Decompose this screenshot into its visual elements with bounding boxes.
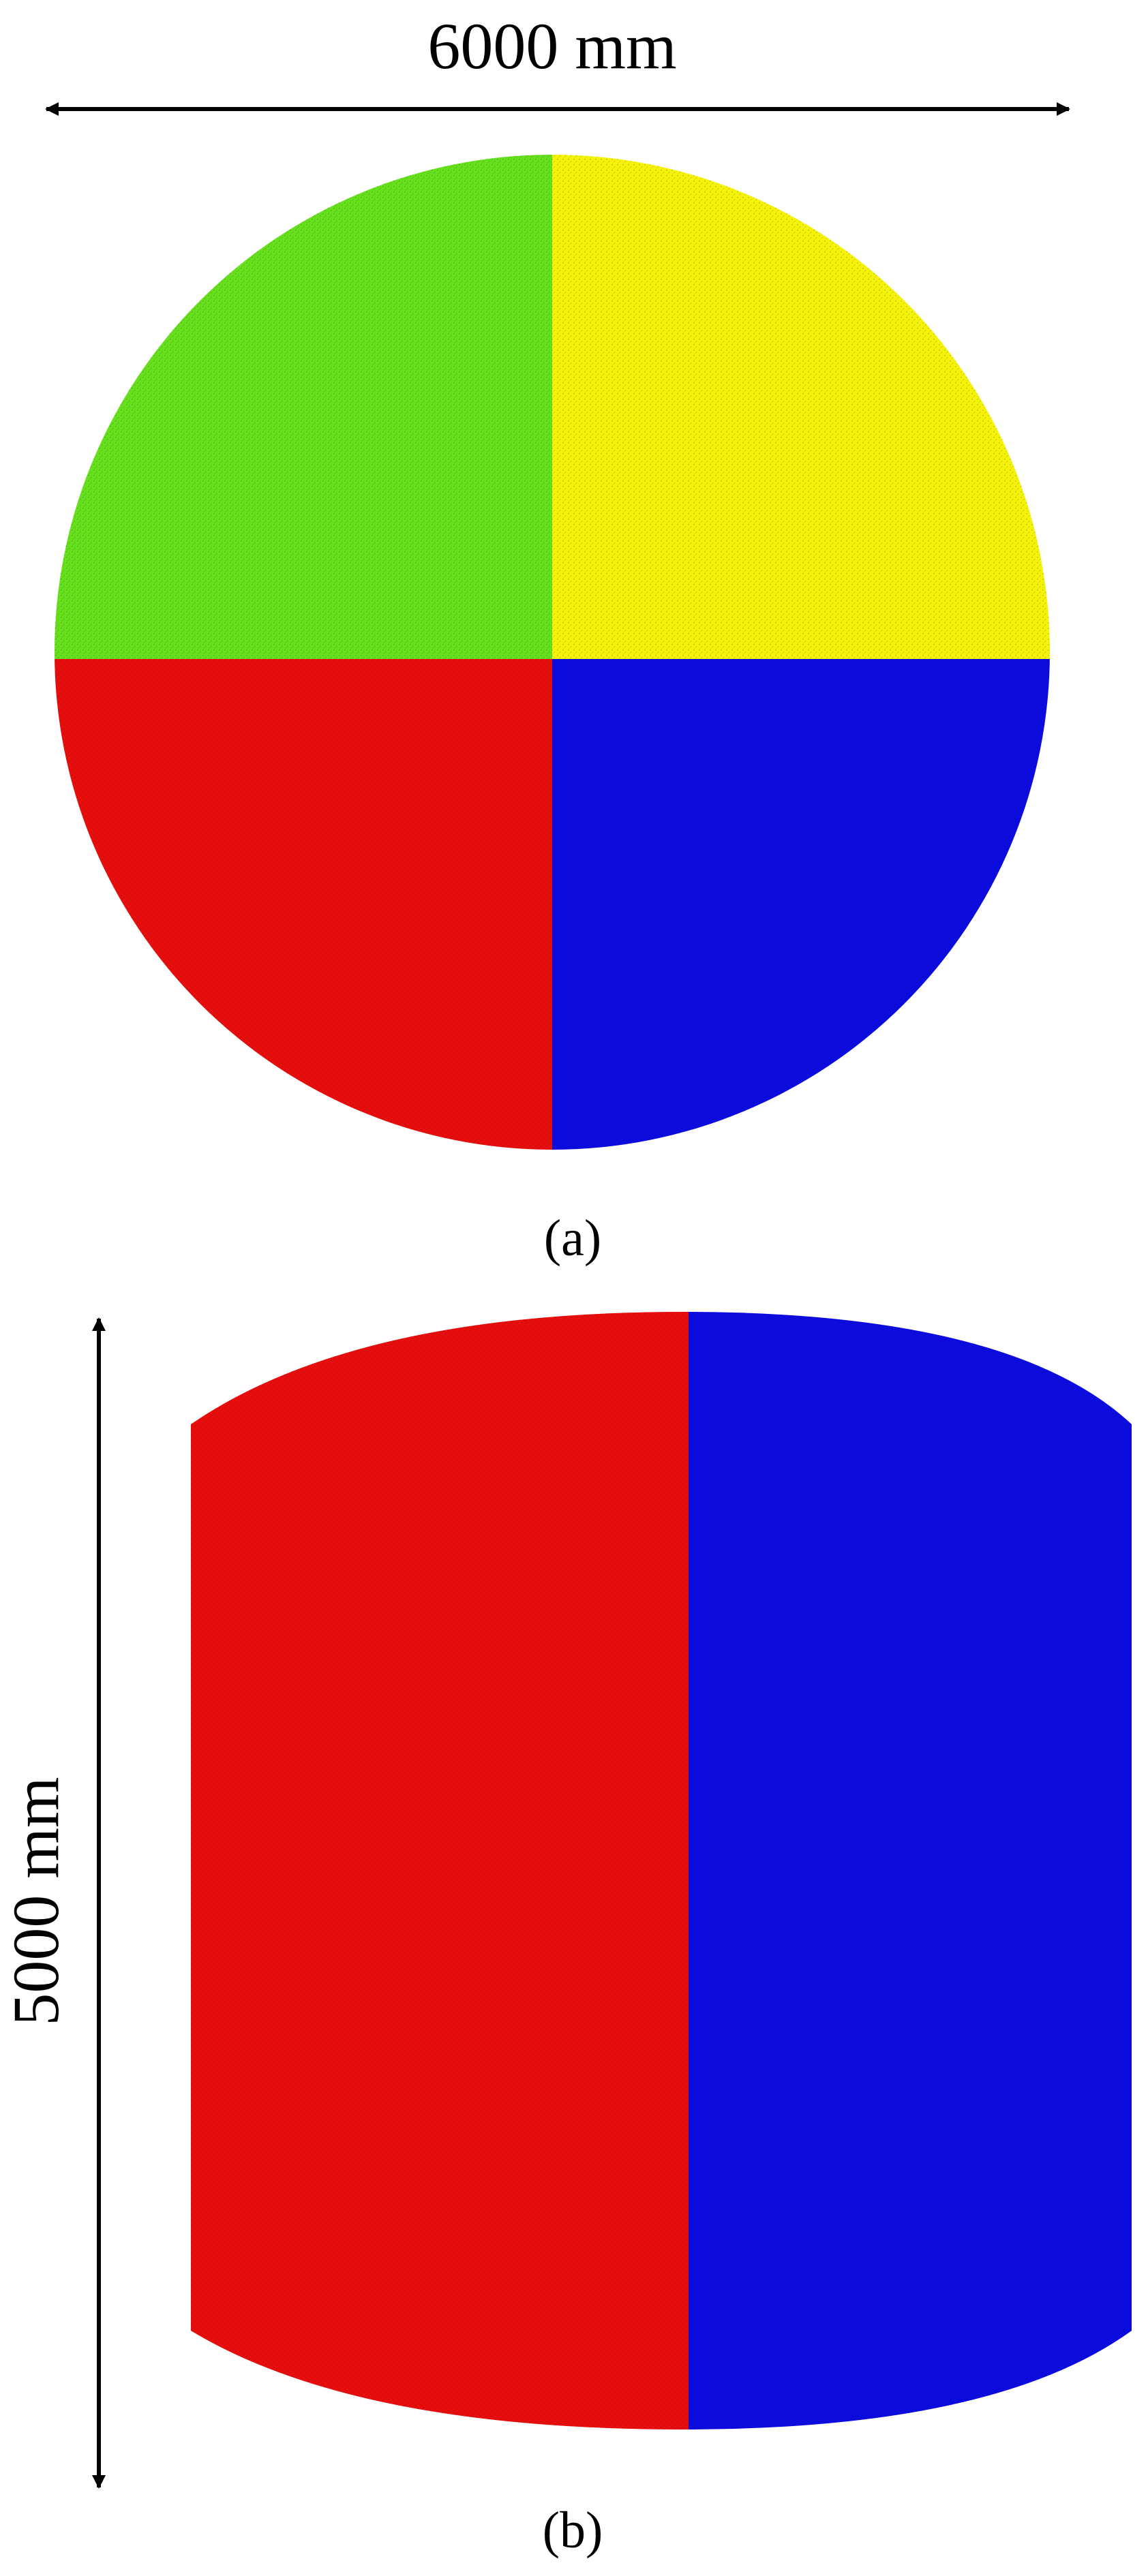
caption-b: (b) [543, 2502, 603, 2559]
width-dimension-label: 6000 mm [427, 10, 676, 82]
panel-a: 6000 mm (a) [45, 10, 1070, 1267]
height-dimension-label: 5000 mm [0, 1777, 72, 2025]
panel-b: 5000 mm (b) [0, 1312, 1132, 2559]
caption-a: (a) [544, 1210, 601, 1267]
side-view-cylinder [191, 1312, 1132, 2429]
top-view-circle [55, 155, 1050, 1150]
